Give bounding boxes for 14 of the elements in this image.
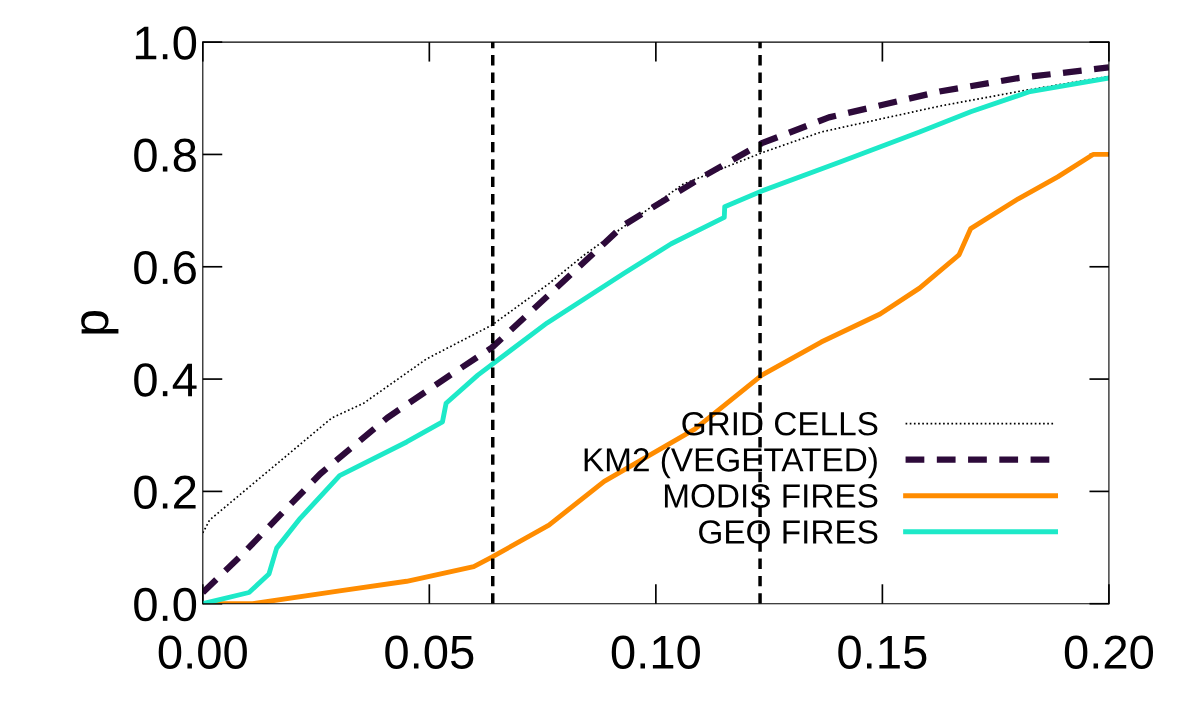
legend-label: GEO FIRES bbox=[699, 520, 878, 544]
y-tick-label: 0.8 bbox=[134, 138, 196, 173]
x-tick-label: 0.05 bbox=[385, 635, 474, 669]
y-tick-label: 1.0 bbox=[135, 26, 197, 60]
x-tick-label: 0.10 bbox=[611, 635, 700, 669]
y-tick-label: 0.0 bbox=[134, 587, 197, 622]
x-tick-label: 0.15 bbox=[838, 635, 927, 669]
y-tick-label: 0.4 bbox=[134, 363, 197, 397]
legend-label: MODIS FIRES bbox=[664, 484, 878, 508]
x-tick-label: 0.20 bbox=[1064, 635, 1154, 669]
y-tick-label: 0.6 bbox=[134, 250, 196, 285]
y-axis-title: p bbox=[81, 311, 119, 334]
y-tick-label: 0.2 bbox=[134, 475, 196, 509]
x-tick-label: 0.00 bbox=[158, 635, 247, 669]
